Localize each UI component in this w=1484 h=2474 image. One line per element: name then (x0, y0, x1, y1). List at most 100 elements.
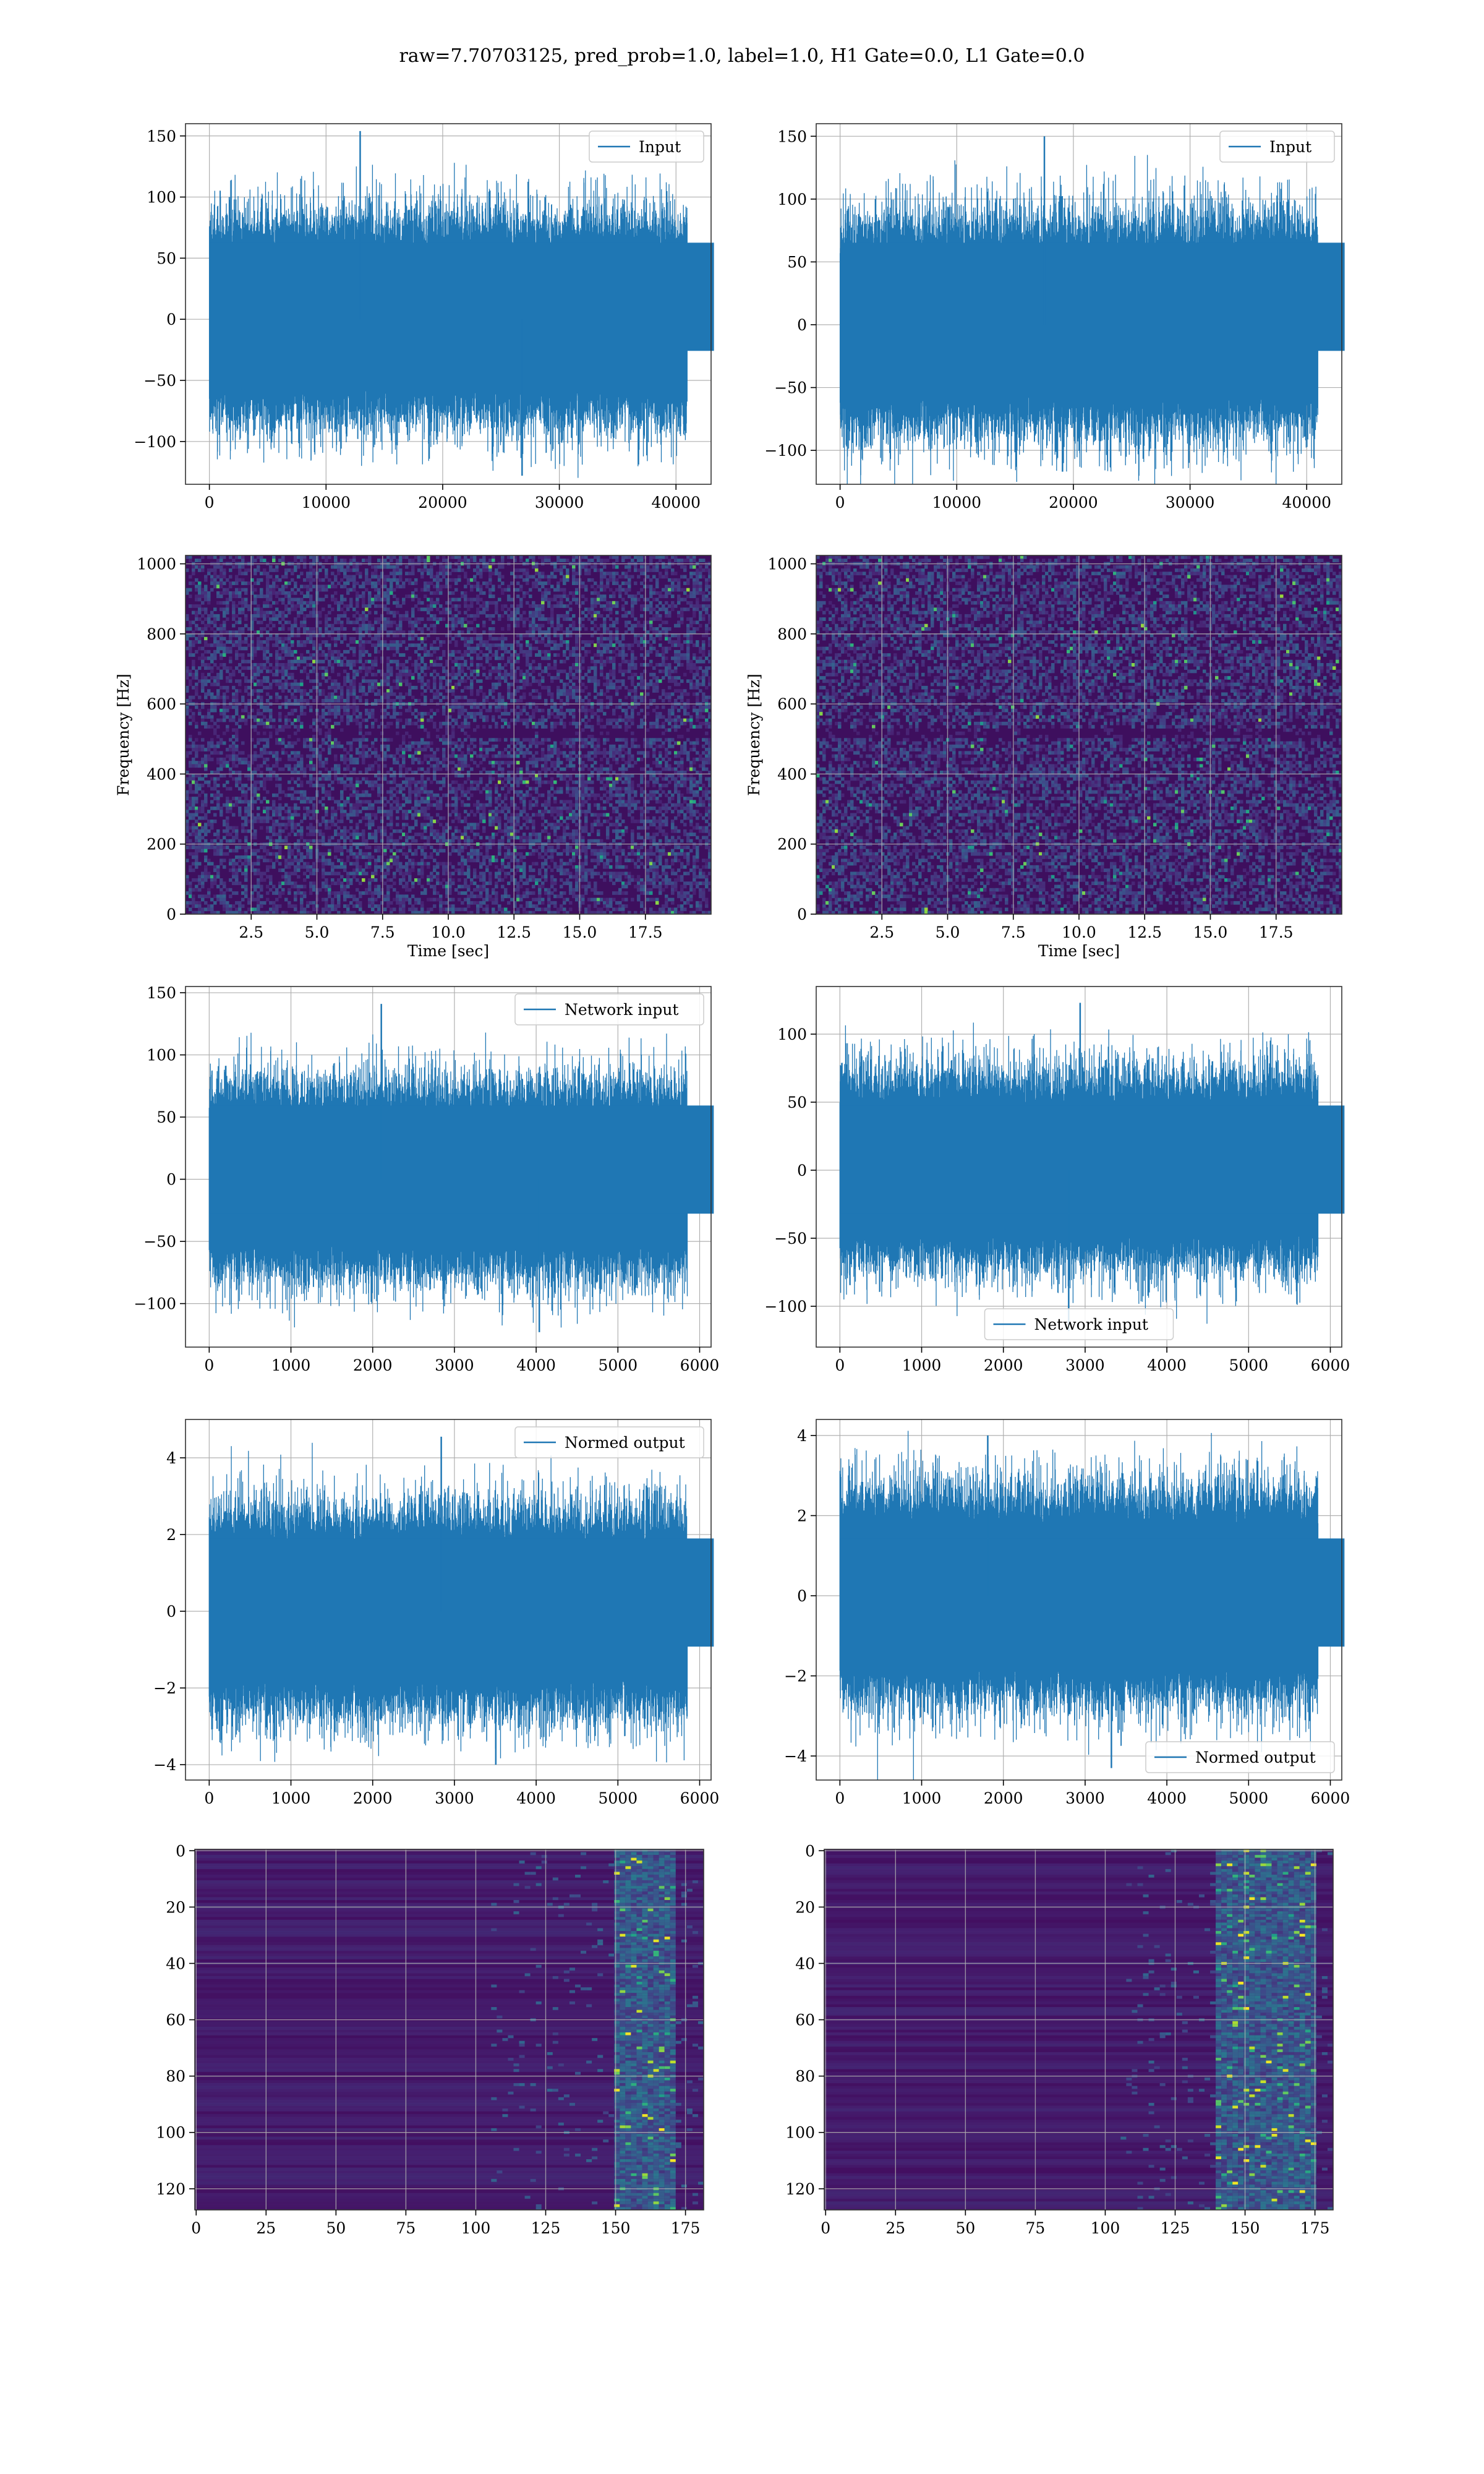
x-tick-label: 20000 (418, 494, 467, 511)
legend-label: Network input (1034, 1316, 1148, 1333)
x-tick-label: 10000 (932, 494, 982, 511)
y-axis: 0 200 400 600 800 1000 (767, 555, 816, 923)
x-axis: 0 10000 20000 30000 40000 (205, 484, 701, 511)
y-tick-label: −50 (774, 1230, 807, 1248)
l1-network-input-panel: Network input 0 1000 2000 3000 4000 5000 6000 −1… (764, 986, 1350, 1374)
figure-title: raw=7.70703125, pred_prob=1.0, label=1.0… (399, 45, 1085, 67)
legend-label: Input (639, 138, 681, 156)
y-tick-label: 100 (147, 189, 176, 207)
axes-frame (185, 986, 712, 1348)
y-tick-label: 50 (787, 253, 807, 271)
y-tick-label: 600 (147, 695, 176, 713)
y-tick-label: 200 (777, 836, 807, 854)
x-axis: 0 10000 20000 30000 40000 (835, 484, 1331, 511)
x-tick-label: 30000 (1166, 494, 1215, 511)
legend-label: Normed output (1195, 1748, 1316, 1766)
x-tick-label: 5000 (1229, 1356, 1268, 1374)
axes-frame (816, 986, 1342, 1348)
x-tick-label: 2000 (984, 1789, 1023, 1807)
x-axis: 0 25 50 75 100 125 150 175 (821, 2210, 1329, 2237)
y-tick-label: 120 (785, 2180, 815, 2198)
y-tick-label: 0 (166, 905, 176, 923)
h1-feature-map-panel: 0 25 50 75 100 125 150 175 0 20 40 60 80 100 120 (156, 1842, 704, 2237)
x-tick-label: 3000 (1065, 1789, 1105, 1807)
y-tick-label: −100 (134, 1295, 176, 1313)
series-core (840, 1538, 1345, 1647)
x-tick-label: 4000 (1147, 1789, 1187, 1807)
x-tick-label: 40000 (651, 494, 701, 511)
x-tick-label: 5.0 (305, 923, 330, 941)
x-tick-label: 0 (191, 2219, 201, 2237)
y-axis: −100 −50 0 50 100 150 (134, 127, 186, 451)
y-axis: −4 −2 0 2 4 (153, 1449, 186, 1774)
x-tick-label: 15.0 (1193, 923, 1228, 941)
axes-frame (185, 1419, 712, 1781)
y-tick-label: −2 (153, 1679, 176, 1697)
x-tick-label: 6000 (680, 1356, 720, 1374)
h1-input-panel: Input 0 10000 20000 30000 40000 −100 −50 0 50 100 1… (134, 123, 714, 511)
y-axis: −4 −2 0 2 4 (784, 1427, 816, 1765)
x-tick-label: 50 (955, 2219, 975, 2237)
y-tick-label: −50 (143, 372, 176, 390)
x-tick-label: 0 (835, 1789, 845, 1807)
legend: Network input (514, 993, 704, 1025)
x-tick-label: 125 (531, 2219, 561, 2237)
x-tick-label: 5000 (598, 1356, 638, 1374)
x-tick-label: 2000 (353, 1356, 393, 1374)
x-tick-label: 25 (885, 2219, 905, 2237)
y-tick-label: 400 (147, 765, 176, 783)
x-tick-label: 30000 (535, 494, 584, 511)
legend: Normed output (1145, 1741, 1335, 1773)
x-tick-label: 1000 (902, 1356, 942, 1374)
x-tick-label: 50 (326, 2219, 346, 2237)
y-axis: −100 −50 0 50 100 150 (764, 127, 816, 460)
x-axis: 0 1000 2000 3000 4000 5000 6000 (204, 1780, 719, 1807)
x-tick-label: 150 (601, 2219, 631, 2237)
x-tick-label: 7.5 (1001, 923, 1026, 941)
y-tick-label: 20 (166, 1898, 186, 1916)
y-tick-label: 50 (787, 1094, 807, 1111)
y-tick-label: 1000 (767, 555, 807, 573)
legend: Normed output (514, 1426, 704, 1458)
x-tick-label: 17.5 (628, 923, 663, 941)
y-tick-label: 800 (777, 625, 807, 643)
x-axis: 2.5 5.0 7.5 10.0 12.5 15.0 17.5 (239, 914, 663, 941)
legend: Input (589, 131, 704, 163)
y-tick-label: 0 (797, 1162, 807, 1179)
series-core (209, 1538, 714, 1647)
legend-label: Network input (565, 1001, 678, 1019)
x-tick-label: 4000 (516, 1789, 556, 1807)
axes-frame (194, 1849, 704, 2211)
x-tick-label: 2000 (353, 1789, 393, 1807)
x-axis: 0 1000 2000 3000 4000 5000 6000 (204, 1347, 719, 1374)
heatmap-cells (824, 1849, 1333, 2210)
y-tick-label: 1000 (137, 555, 176, 573)
y-tick-label: 20 (795, 1898, 815, 1916)
y-tick-label: 0 (797, 905, 807, 923)
y-tick-label: −100 (764, 1298, 807, 1316)
grid (824, 1849, 1333, 2210)
h1-normed-output-panel: Normed output 0 1000 2000 3000 4000 5000 6000 −4… (153, 1419, 719, 1807)
x-tick-label: 10.0 (431, 923, 466, 941)
y-axis-label: Frequency [Hz] (745, 674, 763, 796)
x-tick-label: 2.5 (869, 923, 894, 941)
x-axis: 2.5 5.0 7.5 10.0 12.5 15.0 17.5 (869, 914, 1294, 941)
x-tick-label: 125 (1161, 2219, 1190, 2237)
series-core (209, 242, 714, 351)
y-tick-label: 2 (797, 1507, 807, 1525)
legend: Network input (984, 1308, 1174, 1340)
axes-frame (816, 1419, 1342, 1781)
y-axis: 0 20 40 60 80 100 120 (156, 1842, 195, 2198)
series-core (840, 1105, 1345, 1214)
x-tick-label: 40000 (1282, 494, 1331, 511)
y-tick-label: 150 (147, 127, 176, 145)
y-tick-label: 50 (156, 1108, 176, 1126)
y-tick-label: 800 (147, 625, 176, 643)
grid (816, 555, 1342, 915)
y-tick-label: −4 (784, 1747, 807, 1765)
x-tick-label: 3000 (435, 1356, 474, 1374)
axes-frame (816, 123, 1342, 485)
x-tick-label: 25 (256, 2219, 276, 2237)
x-axis: 0 1000 2000 3000 4000 5000 6000 (835, 1347, 1350, 1374)
x-tick-label: 12.5 (1127, 923, 1162, 941)
